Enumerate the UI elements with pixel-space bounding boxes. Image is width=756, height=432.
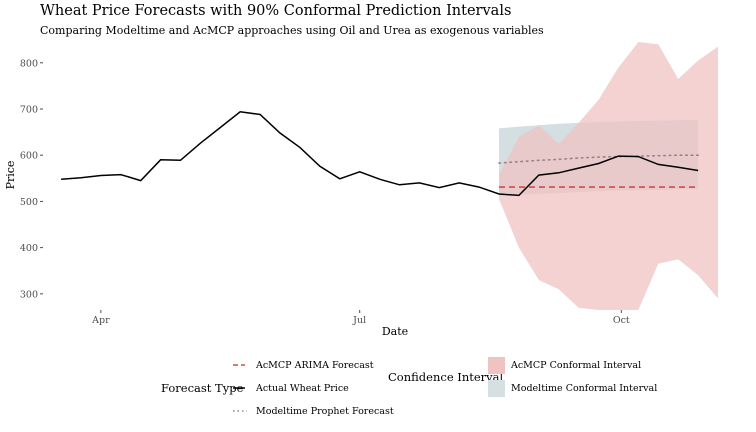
y-tick-label-400: 400 (20, 243, 38, 254)
series-lines (61, 111, 699, 197)
legend-label-prophet: Modeltime Prophet Forecast (256, 406, 394, 417)
axes: 300 400 500 600 700 800 Apr Jul Oct (20, 58, 630, 326)
y-tick-label-800: 800 (20, 58, 38, 69)
legend-label-actual: Actual Wheat Price (255, 383, 349, 394)
chart-title: Wheat Price Forecasts with 90% Conformal… (40, 3, 512, 19)
x-tick-label-oct: Oct (613, 315, 630, 326)
legend-label-acmcp-interval: AcMCP Conformal Interval (510, 360, 641, 371)
legend-interval-title: Confidence Interval (388, 370, 504, 384)
chart-subtitle: Comparing Modeltime and AcMCP approaches… (40, 24, 544, 37)
legend-confidence-interval: Confidence Interval AcMCP Conformal Inte… (388, 357, 657, 397)
actual-wheat-price-line (61, 111, 699, 197)
x-axis-title: Date (382, 325, 408, 338)
legend-label-modeltime-interval: Modeltime Conformal Interval (511, 383, 657, 394)
interval-bands (499, 42, 718, 310)
legend-key-modeltime-interval (488, 380, 505, 397)
y-tick-label-500: 500 (20, 197, 38, 208)
acmcp-conformal-interval-band (499, 42, 718, 310)
legend-forecast-title: Forecast Type (161, 381, 244, 395)
legend-forecast-type: Forecast Type AcMCP ARIMA Forecast Actua… (161, 360, 394, 417)
legend-key-acmcp-interval (488, 357, 505, 374)
y-tick-label-300: 300 (20, 289, 38, 300)
x-tick-label-apr: Apr (91, 315, 110, 326)
modeltime-prophet-forecast-line (498, 154, 699, 164)
x-tick-label-jul: Jul (352, 315, 366, 326)
legend-label-arima: AcMCP ARIMA Forecast (255, 360, 374, 371)
y-tick-label-700: 700 (20, 105, 38, 116)
y-axis-title: Price (4, 161, 17, 190)
y-tick-label-600: 600 (20, 151, 38, 162)
